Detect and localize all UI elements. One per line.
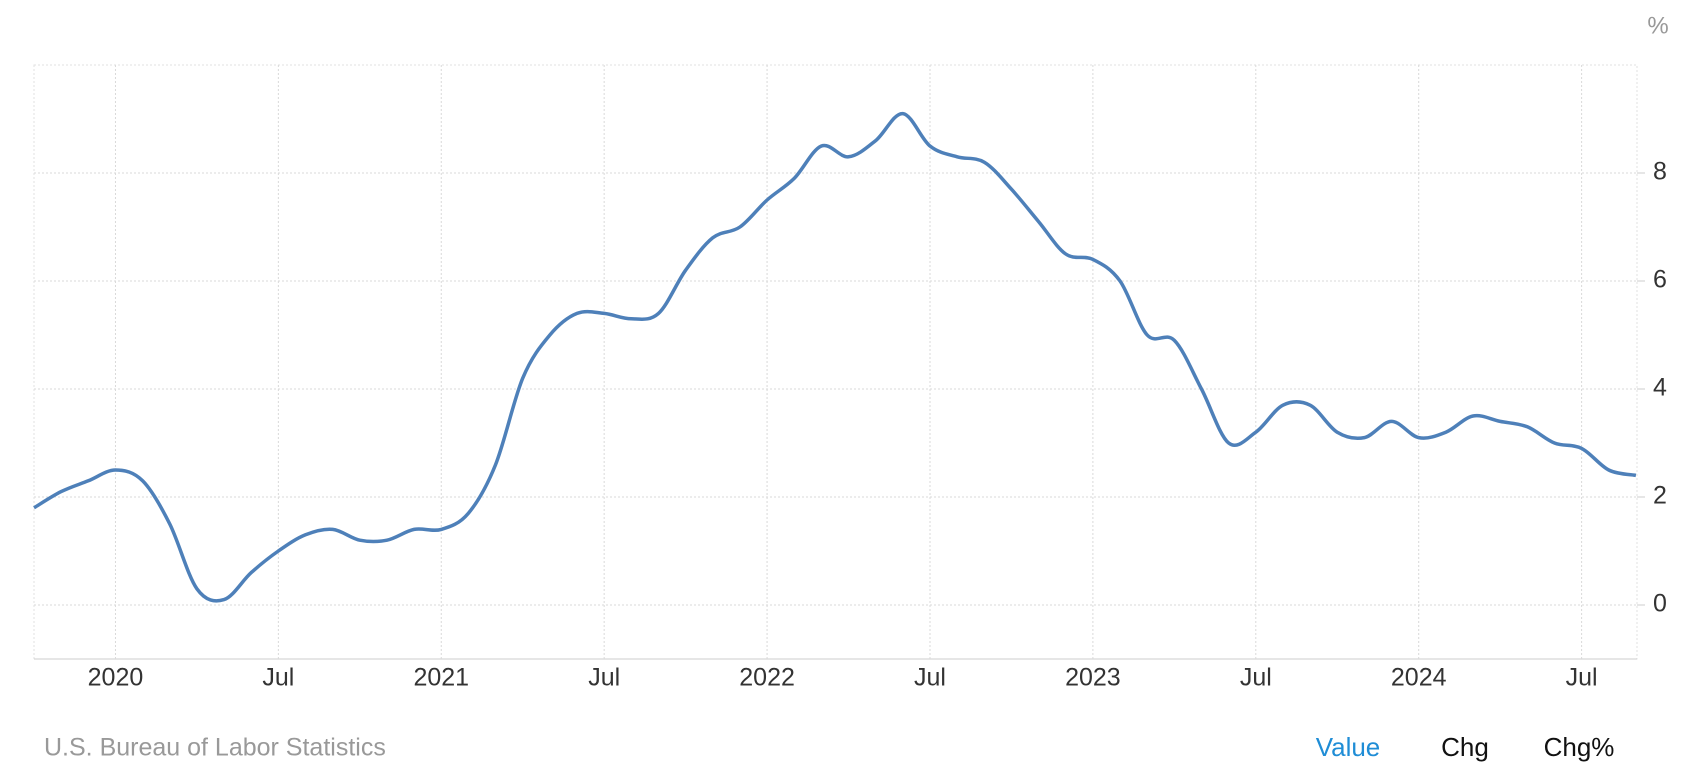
y-tick-label: 4: [1653, 374, 1667, 402]
view-button[interactable]: Chg: [1441, 732, 1489, 762]
x-tick-label: Jul: [262, 664, 294, 692]
source: U.S. Bureau of Labor Statistics: [44, 734, 386, 762]
x-tick-label: 2023: [1065, 664, 1121, 692]
x-tick-label: Jul: [1240, 664, 1272, 692]
y-tick-label: 2: [1653, 482, 1667, 510]
y-tick-label: 6: [1653, 266, 1667, 294]
x-tick-label: 2024: [1391, 664, 1447, 692]
data-line: [33, 111, 1637, 603]
x-tick-label: 2022: [739, 664, 795, 692]
y-tick-label: 8: [1653, 158, 1667, 186]
x-tick-label: Jul: [588, 664, 620, 692]
x-tick-label: Jul: [1566, 664, 1598, 692]
x-tick-label: 2021: [413, 664, 469, 692]
y-tick-label: 0: [1653, 590, 1667, 618]
x-tick-label: Jul: [914, 664, 946, 692]
x-tick-label: 2020: [88, 664, 144, 692]
view-button[interactable]: Chg%: [1544, 732, 1615, 762]
view-button[interactable]: Value: [1316, 732, 1381, 762]
plot-frame: [33, 64, 1638, 660]
y-unit-label: %: [1647, 12, 1668, 39]
